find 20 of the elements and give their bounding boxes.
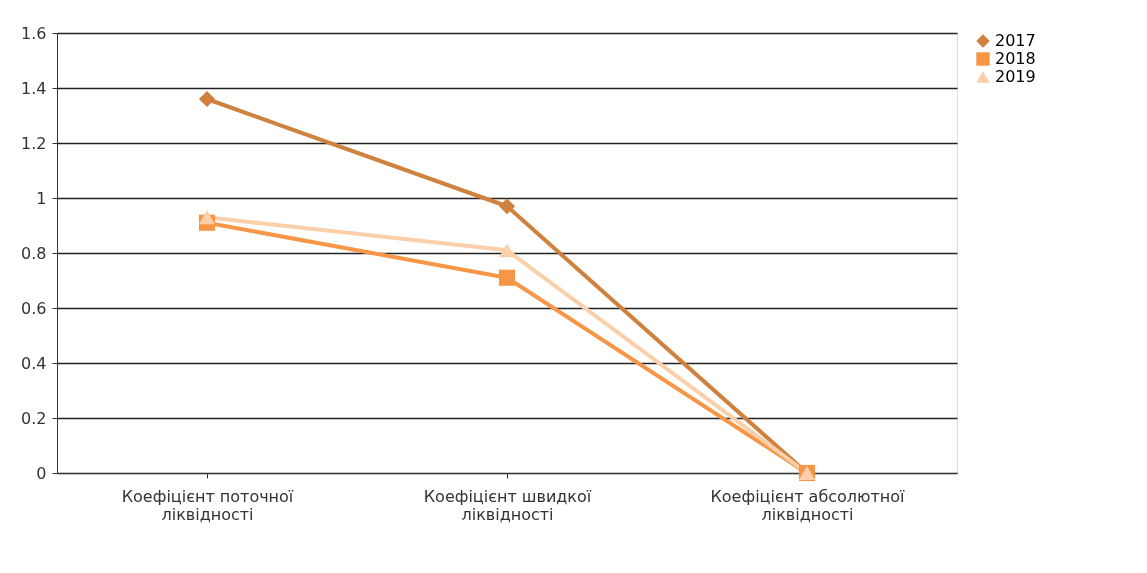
x-tick-label: Коефіцієнт поточної ліквідності <box>121 486 294 524</box>
y-tick-label: 0.8 <box>21 243 47 263</box>
legend-label: 2018 <box>995 49 1036 68</box>
y-tick-label: 0.2 <box>21 408 47 428</box>
y-tick-label: 0.6 <box>21 298 47 318</box>
x-tick-label: Коефіцієнт абсолютної ліквідності <box>710 486 906 524</box>
y-tick-label: 1.2 <box>21 133 47 153</box>
legend-label: 2019 <box>995 67 1036 86</box>
point <box>498 198 516 215</box>
point <box>498 269 516 286</box>
x-tick-label: Коефіцієнт швидкої ліквідності <box>423 486 592 524</box>
y-tick-label: 1.6 <box>21 23 47 43</box>
legend-label: 2017 <box>995 31 1036 50</box>
y-tick-label: 0.4 <box>21 353 47 373</box>
point <box>498 243 516 258</box>
y-tick-label: 1.4 <box>21 78 47 98</box>
y-tick-label: 0 <box>36 463 47 483</box>
y-tick-label: 1 <box>36 188 47 208</box>
point <box>198 90 216 108</box>
point <box>198 210 216 225</box>
